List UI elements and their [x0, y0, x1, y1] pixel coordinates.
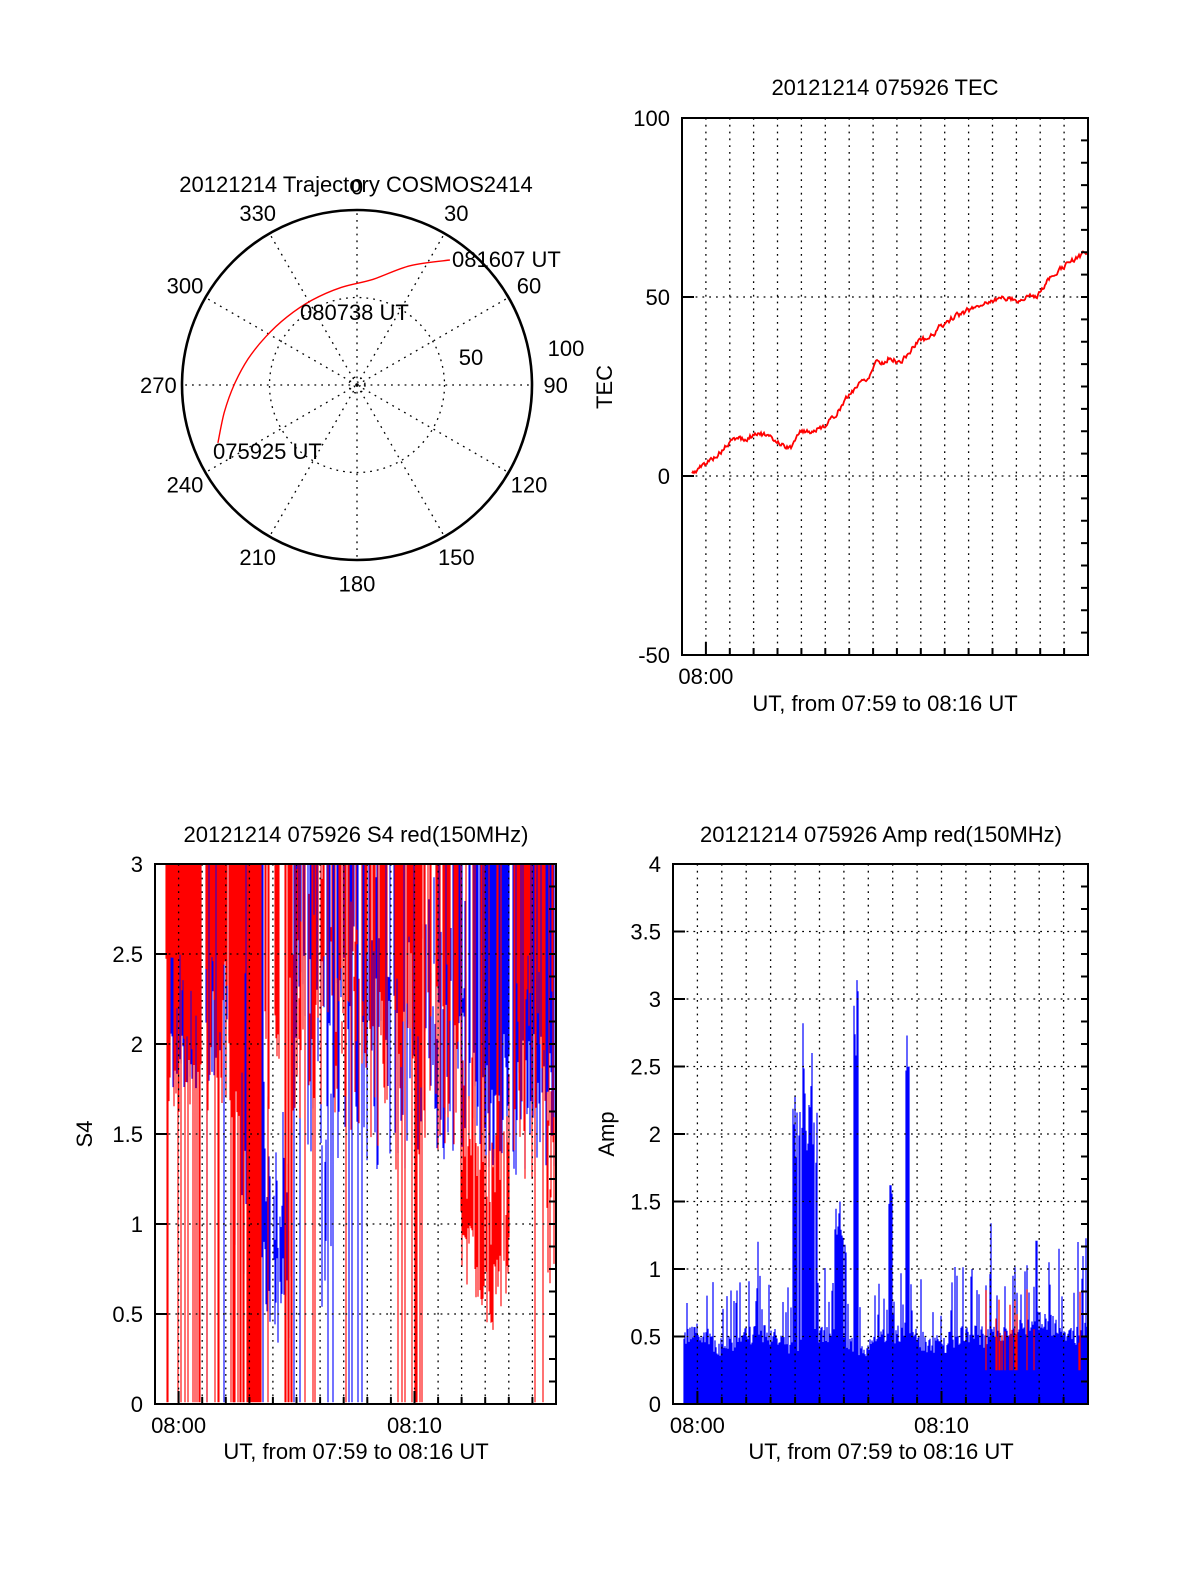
trajectory-line: [217, 259, 450, 444]
polar-azimuth-labels: 0 30 60 90 120 150 180 210 240 270 300 330: [140, 174, 568, 596]
amp-data: [683, 980, 1088, 1404]
trajectory-polar-plot: 0 30 60 90 120 150 180 210 240 270 300 330 50 100 2…: [140, 172, 584, 597]
y-tick-label: 2.5: [630, 1055, 661, 1080]
tec-ylabel: TEC: [592, 365, 617, 409]
y-tick-label: 1: [649, 1257, 661, 1282]
tec-title: 20121214 075926 TEC: [771, 75, 998, 100]
x-tick-label: 08:10: [387, 1413, 442, 1438]
polar-center-ring: [348, 376, 366, 394]
s4-plot: 0 0.5 1 1.5 2 2.5 3 08:00 08:10 20121214 075926 …: [72, 822, 557, 1464]
tick-marks: [155, 863, 556, 1405]
y-tick-label: 50: [646, 285, 670, 310]
s4-grid: [155, 864, 556, 1404]
polar-az-label-270: 270: [140, 373, 177, 398]
tec-data-line: [691, 250, 1088, 475]
y-tick-label: 3: [649, 987, 661, 1012]
y-tick-label: 0: [131, 1392, 143, 1417]
polar-az-label-90: 90: [543, 373, 567, 398]
y-tick-label: 0.5: [630, 1325, 661, 1350]
y-tick-label: 2: [649, 1122, 661, 1147]
y-tick-label: 1.5: [630, 1190, 661, 1215]
y-tick-label: 1: [131, 1212, 143, 1237]
y-tick-label: 3: [131, 852, 143, 877]
y-tick-label: 0: [649, 1392, 661, 1417]
trajectory-annotation-end: 081607 UT: [452, 247, 561, 272]
x-tick-label: 08:00: [670, 1413, 725, 1438]
x-tick-label: 08:00: [678, 664, 733, 689]
polar-ring-50: [268, 296, 446, 474]
trajectory-annotation-mid: 080738 UT: [300, 300, 409, 325]
polar-az-label-30: 30: [444, 201, 468, 226]
y-tick-label: 0.5: [112, 1302, 143, 1327]
polar-az-label-240: 240: [167, 472, 204, 497]
amp-xlabel: UT, from 07:59 to 08:16 UT: [748, 1439, 1013, 1464]
grid-lines: [155, 864, 556, 1404]
tick-marks: [682, 117, 1088, 656]
polar-ring-label-50: 50: [459, 345, 483, 370]
polar-az-label-330: 330: [239, 201, 276, 226]
y-tick-label: 100: [633, 106, 670, 131]
s4-title: 20121214 075926 S4 red(150MHz): [184, 822, 529, 847]
y-tick-label: 2.5: [112, 942, 143, 967]
tec-plot: -50 0 50 100 08:00 20121214 075926 TEC TEC U…: [592, 75, 1089, 716]
s4-ylabel: S4: [72, 1121, 97, 1148]
y-tick-label: 4: [649, 852, 661, 877]
amp-axes: 0 0.5 1 1.5 2 2.5 3 3.5 4 08:00 08:10: [630, 852, 1089, 1438]
polar-az-label-60: 60: [517, 274, 541, 299]
tec-xlabel: UT, from 07:59 to 08:16 UT: [752, 691, 1017, 716]
amp-plot: 0 0.5 1 1.5 2 2.5 3 3.5 4 08:00 08:10 20121214 075…: [594, 822, 1089, 1464]
y-tick-label: 2: [131, 1032, 143, 1057]
polar-az-label-120: 120: [511, 472, 548, 497]
amp-title: 20121214 075926 Amp red(150MHz): [700, 822, 1062, 847]
x-tick-label: 08:00: [151, 1413, 206, 1438]
y-tick-label: 3.5: [630, 920, 661, 945]
x-tick-label: 08:10: [914, 1413, 969, 1438]
polar-az-label-210: 210: [239, 545, 276, 570]
y-tick-label: -50: [638, 643, 670, 668]
polar-az-label-300: 300: [167, 274, 204, 299]
s4-axes: 0 0.5 1 1.5 2 2.5 3 08:00 08:10: [112, 852, 557, 1438]
tick-marks: [673, 863, 1088, 1405]
trajectory-annotation-start: 075925 UT: [213, 439, 322, 464]
polar-center-dot: [353, 381, 361, 389]
s4-red-series: [165, 864, 555, 1403]
s4-xlabel: UT, from 07:59 to 08:16 UT: [223, 1439, 488, 1464]
polar-az-label-180: 180: [339, 572, 376, 597]
polar-grid: [180, 208, 534, 562]
amp-blue-series: [683, 980, 1088, 1404]
polar-ring-label-100: 100: [548, 336, 585, 361]
y-tick-label: 0: [658, 464, 670, 489]
tec-axes: -50 0 50 100 08:00: [633, 106, 1089, 689]
s4-data: [165, 864, 555, 1403]
amp-red-series: [985, 1289, 1081, 1371]
polar-az-label-0: 0: [351, 174, 363, 199]
polar-title: 20121214 Trajectory COSMOS2414: [179, 172, 532, 197]
polar-outer-circle: [180, 208, 534, 562]
amp-ylabel: Amp: [594, 1111, 619, 1156]
polar-az-label-150: 150: [438, 545, 475, 570]
y-tick-label: 1.5: [112, 1122, 143, 1147]
